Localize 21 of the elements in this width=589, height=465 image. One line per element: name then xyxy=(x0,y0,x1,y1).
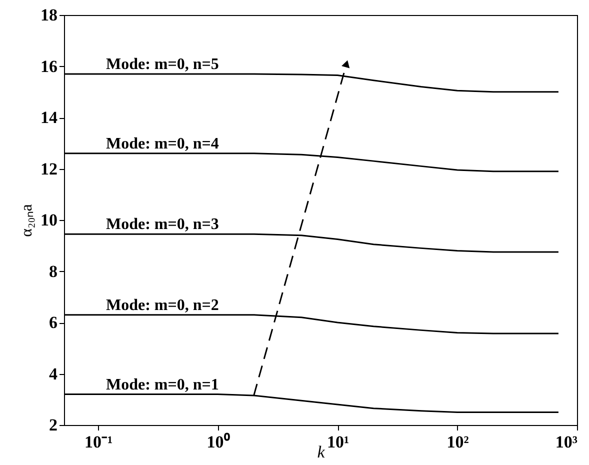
x-tick-label: 10³ xyxy=(555,432,578,452)
annotation: Mode: m=0, n=1 xyxy=(106,376,219,394)
y-tick-label: 8 xyxy=(49,262,58,281)
y-tick-label: 14 xyxy=(40,108,58,127)
y-tick-label: 16 xyxy=(40,56,58,76)
x-axis-title: k xyxy=(317,442,326,462)
y-tick-label: 12 xyxy=(40,159,58,178)
y-tick-label: 6 xyxy=(49,313,58,332)
annotation: Mode: m=0, n=3 xyxy=(106,216,219,234)
annotation: Mode: m=0, n=4 xyxy=(106,135,219,152)
y-tick-label: 4 xyxy=(49,364,58,384)
x-tick-label: 10¹ xyxy=(326,432,350,452)
y-tick-label: 2 xyxy=(49,416,58,434)
x-tick-label: 10⁻¹ xyxy=(84,432,113,452)
annotation: Mode: m=0, n=2 xyxy=(106,296,219,314)
y-tick-label: 18 xyxy=(40,6,58,24)
y-axis-title: α₂₀ₙa xyxy=(18,204,36,237)
annotation: Mode: m=0, n=5 xyxy=(106,56,219,73)
y-tick-label: 10 xyxy=(40,210,58,230)
x-tick-label: 10² xyxy=(446,432,469,452)
x-tick-label: 10⁰ xyxy=(206,432,230,452)
